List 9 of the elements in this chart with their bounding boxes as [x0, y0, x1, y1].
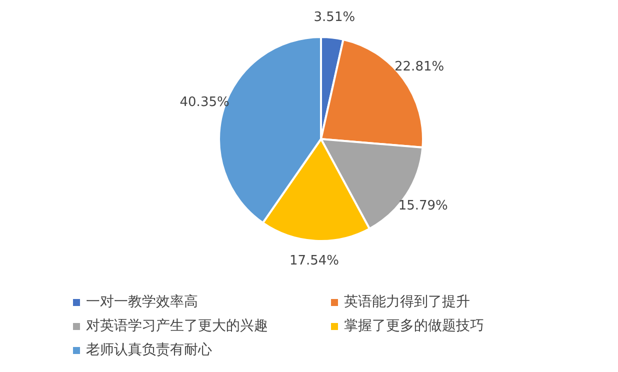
- data-label: 15.79%: [398, 198, 448, 214]
- data-label: 3.51%: [314, 10, 356, 26]
- legend-label: 对英语学习产生了更大的兴趣: [86, 317, 268, 335]
- legend-label: 老师认真负责有耐心: [86, 341, 212, 359]
- data-label: 17.54%: [289, 253, 340, 268]
- legend-label: 一对一教学效率高: [86, 293, 198, 311]
- legend-label: 掌握了更多的做题技巧: [344, 317, 484, 335]
- data-label: 22.81%: [394, 59, 444, 74]
- legend-label: 英语能力得到了提升: [344, 293, 470, 311]
